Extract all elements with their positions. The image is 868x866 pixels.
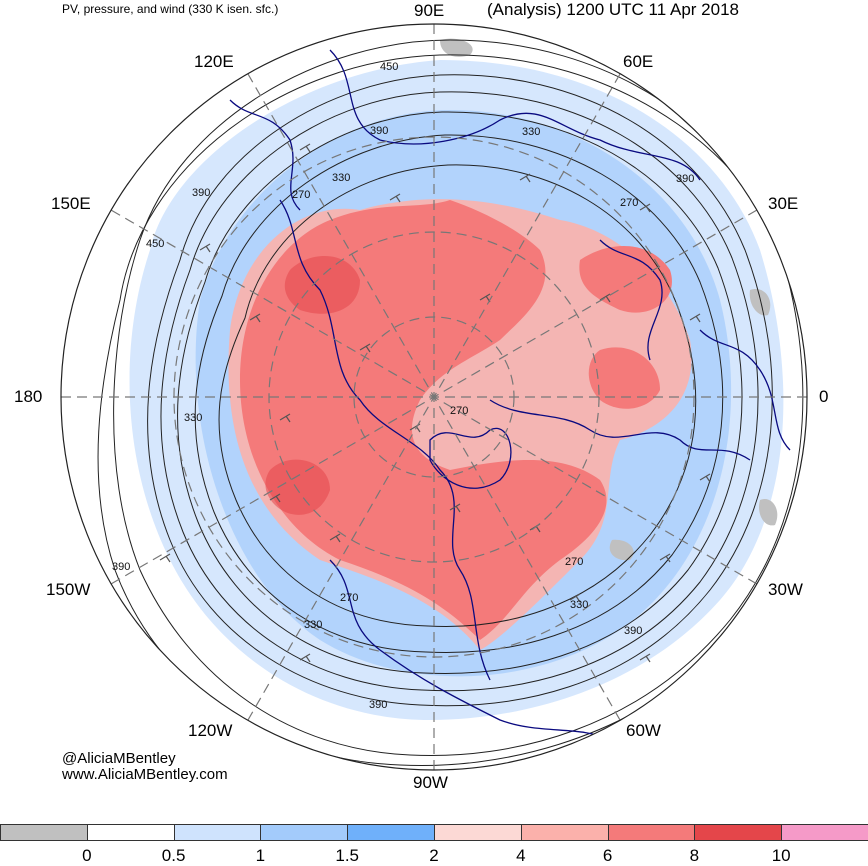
colorbar bbox=[0, 824, 868, 843]
contour-label: 270 bbox=[292, 189, 310, 201]
lon-label-0: 0 bbox=[819, 387, 829, 406]
contour-label: 390 bbox=[676, 173, 694, 185]
contour-label: 270 bbox=[620, 197, 638, 209]
lon-label-90w: 90W bbox=[413, 773, 448, 792]
contour-label: 390 bbox=[624, 625, 642, 637]
lon-label-180: 180 bbox=[14, 387, 43, 406]
map-boundary bbox=[60, 23, 808, 771]
colorbar-label: 1.5 bbox=[335, 846, 360, 865]
contour-label: 390 bbox=[369, 699, 387, 711]
contour-label: 330 bbox=[332, 172, 350, 184]
colorbar-label: 8 bbox=[689, 846, 700, 865]
lon-label-120w: 120W bbox=[188, 721, 233, 740]
polar-map: 450 390 330 270 390 450 270 390 270 330 … bbox=[60, 23, 808, 771]
lon-label-60w: 60W bbox=[626, 721, 661, 740]
colorbar-label: 10 bbox=[771, 846, 791, 865]
contour-label: 390 bbox=[370, 125, 388, 137]
contour-label: 330 bbox=[184, 412, 202, 424]
colorbar-swatch bbox=[347, 824, 435, 841]
colorbar-swatch bbox=[607, 824, 696, 841]
map-subtitle: PV, pressure, and wind (330 K isen. sfc.… bbox=[62, 2, 279, 16]
colorbar-swatch bbox=[173, 824, 262, 841]
coastlines bbox=[229, 49, 791, 741]
contour-label: 270 bbox=[450, 405, 468, 417]
lon-label-60e: 60E bbox=[623, 52, 654, 71]
colorbar-label: 0 bbox=[82, 846, 92, 865]
colorbar-swatch bbox=[694, 824, 783, 841]
contour-label: 270 bbox=[565, 556, 583, 568]
contour-label: 330 bbox=[304, 619, 322, 631]
lon-label-30e: 30E bbox=[768, 194, 799, 213]
colorbar-label: 6 bbox=[602, 846, 613, 865]
contour-label: 390 bbox=[112, 561, 130, 573]
lon-label-120e: 120E bbox=[194, 52, 234, 71]
contour-label: 330 bbox=[570, 599, 588, 611]
colorbar-label: 0.5 bbox=[161, 846, 186, 865]
lon-label-30w: 30W bbox=[768, 580, 803, 599]
contour-label: 450 bbox=[146, 238, 164, 250]
colorbar-swatch bbox=[520, 824, 609, 841]
author-website: www.AliciaMBentley.com bbox=[62, 766, 228, 783]
colorbar-swatch bbox=[781, 824, 868, 841]
graticule bbox=[61, 24, 807, 770]
lon-label-150e: 150E bbox=[51, 194, 91, 213]
colorbar-label: 2 bbox=[429, 846, 439, 865]
colorbar-swatch bbox=[0, 824, 88, 841]
high-pv-shading bbox=[240, 200, 672, 640]
map-title: (Analysis) 1200 UTC 11 Apr 2018 bbox=[487, 0, 739, 19]
negative-pv-patches bbox=[440, 38, 778, 561]
contour-label: 390 bbox=[192, 187, 210, 199]
lon-label-150w: 150W bbox=[46, 580, 91, 599]
author-handle: @AliciaMBentley bbox=[62, 750, 176, 767]
contour-label: 330 bbox=[522, 126, 540, 138]
contour-label: 270 bbox=[340, 592, 358, 604]
colorbar-swatch bbox=[86, 824, 175, 841]
colorbar-swatch bbox=[434, 824, 522, 841]
colorbar-label: 4 bbox=[516, 846, 526, 865]
colorbar-label: 1 bbox=[255, 846, 266, 865]
contour-label: 450 bbox=[380, 61, 398, 73]
colorbar-swatch bbox=[260, 824, 349, 841]
lon-label-90e: 90E bbox=[414, 1, 445, 20]
pressure-contours bbox=[97, 39, 807, 766]
